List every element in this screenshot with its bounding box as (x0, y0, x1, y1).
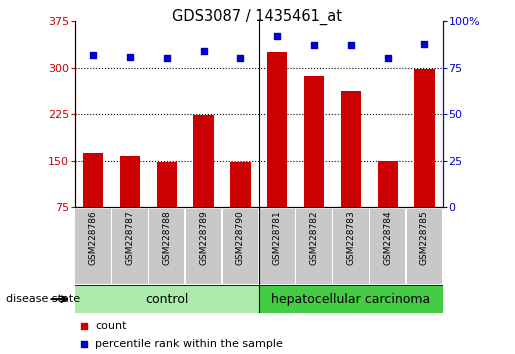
Bar (333, 209, 369, 284)
Text: GSM228787: GSM228787 (126, 210, 134, 265)
Point (420, 41, 428, 46)
Text: GDS3087 / 1435461_at: GDS3087 / 1435461_at (173, 9, 342, 25)
Text: hepatocellular carcinoma: hepatocellular carcinoma (271, 293, 431, 306)
Point (80, 341, 88, 347)
Point (310, 42, 318, 48)
Text: count: count (95, 321, 126, 331)
Bar (370, 209, 405, 284)
Text: percentile rank within the sample: percentile rank within the sample (95, 339, 283, 349)
Point (347, 42, 355, 48)
Bar (341, 91, 361, 207)
Bar (260, 209, 295, 284)
Point (273, 33, 281, 39)
Bar (304, 76, 324, 207)
Text: GSM228785: GSM228785 (420, 210, 429, 265)
Bar (75, 285, 259, 313)
Text: GSM228784: GSM228784 (383, 210, 392, 265)
Text: control: control (145, 293, 188, 306)
Text: GSM228788: GSM228788 (162, 210, 171, 265)
Bar (267, 52, 287, 207)
Point (89, 52, 97, 57)
Bar (296, 209, 332, 284)
Text: GSM228790: GSM228790 (236, 210, 245, 265)
Bar (222, 209, 258, 284)
Text: GSM228783: GSM228783 (347, 210, 355, 265)
Text: GSM228789: GSM228789 (199, 210, 208, 265)
Bar (377, 161, 398, 207)
Text: GSM228786: GSM228786 (89, 210, 97, 265)
Bar (112, 209, 148, 284)
Bar (83, 153, 103, 207)
Point (126, 54, 134, 59)
Point (384, 56, 392, 61)
Point (199, 48, 208, 54)
Bar (75, 209, 111, 284)
Point (236, 56, 245, 61)
Bar (120, 156, 140, 207)
Bar (157, 162, 177, 207)
Text: GSM228781: GSM228781 (273, 210, 282, 265)
Text: disease state: disease state (6, 294, 80, 304)
Bar (415, 69, 435, 207)
Point (80, 324, 88, 329)
Text: GSM228782: GSM228782 (310, 210, 318, 265)
Bar (186, 209, 221, 284)
Bar (407, 209, 442, 284)
Point (163, 56, 171, 61)
Bar (149, 209, 184, 284)
Bar (230, 162, 250, 207)
Bar (259, 285, 443, 313)
Bar (194, 115, 214, 207)
